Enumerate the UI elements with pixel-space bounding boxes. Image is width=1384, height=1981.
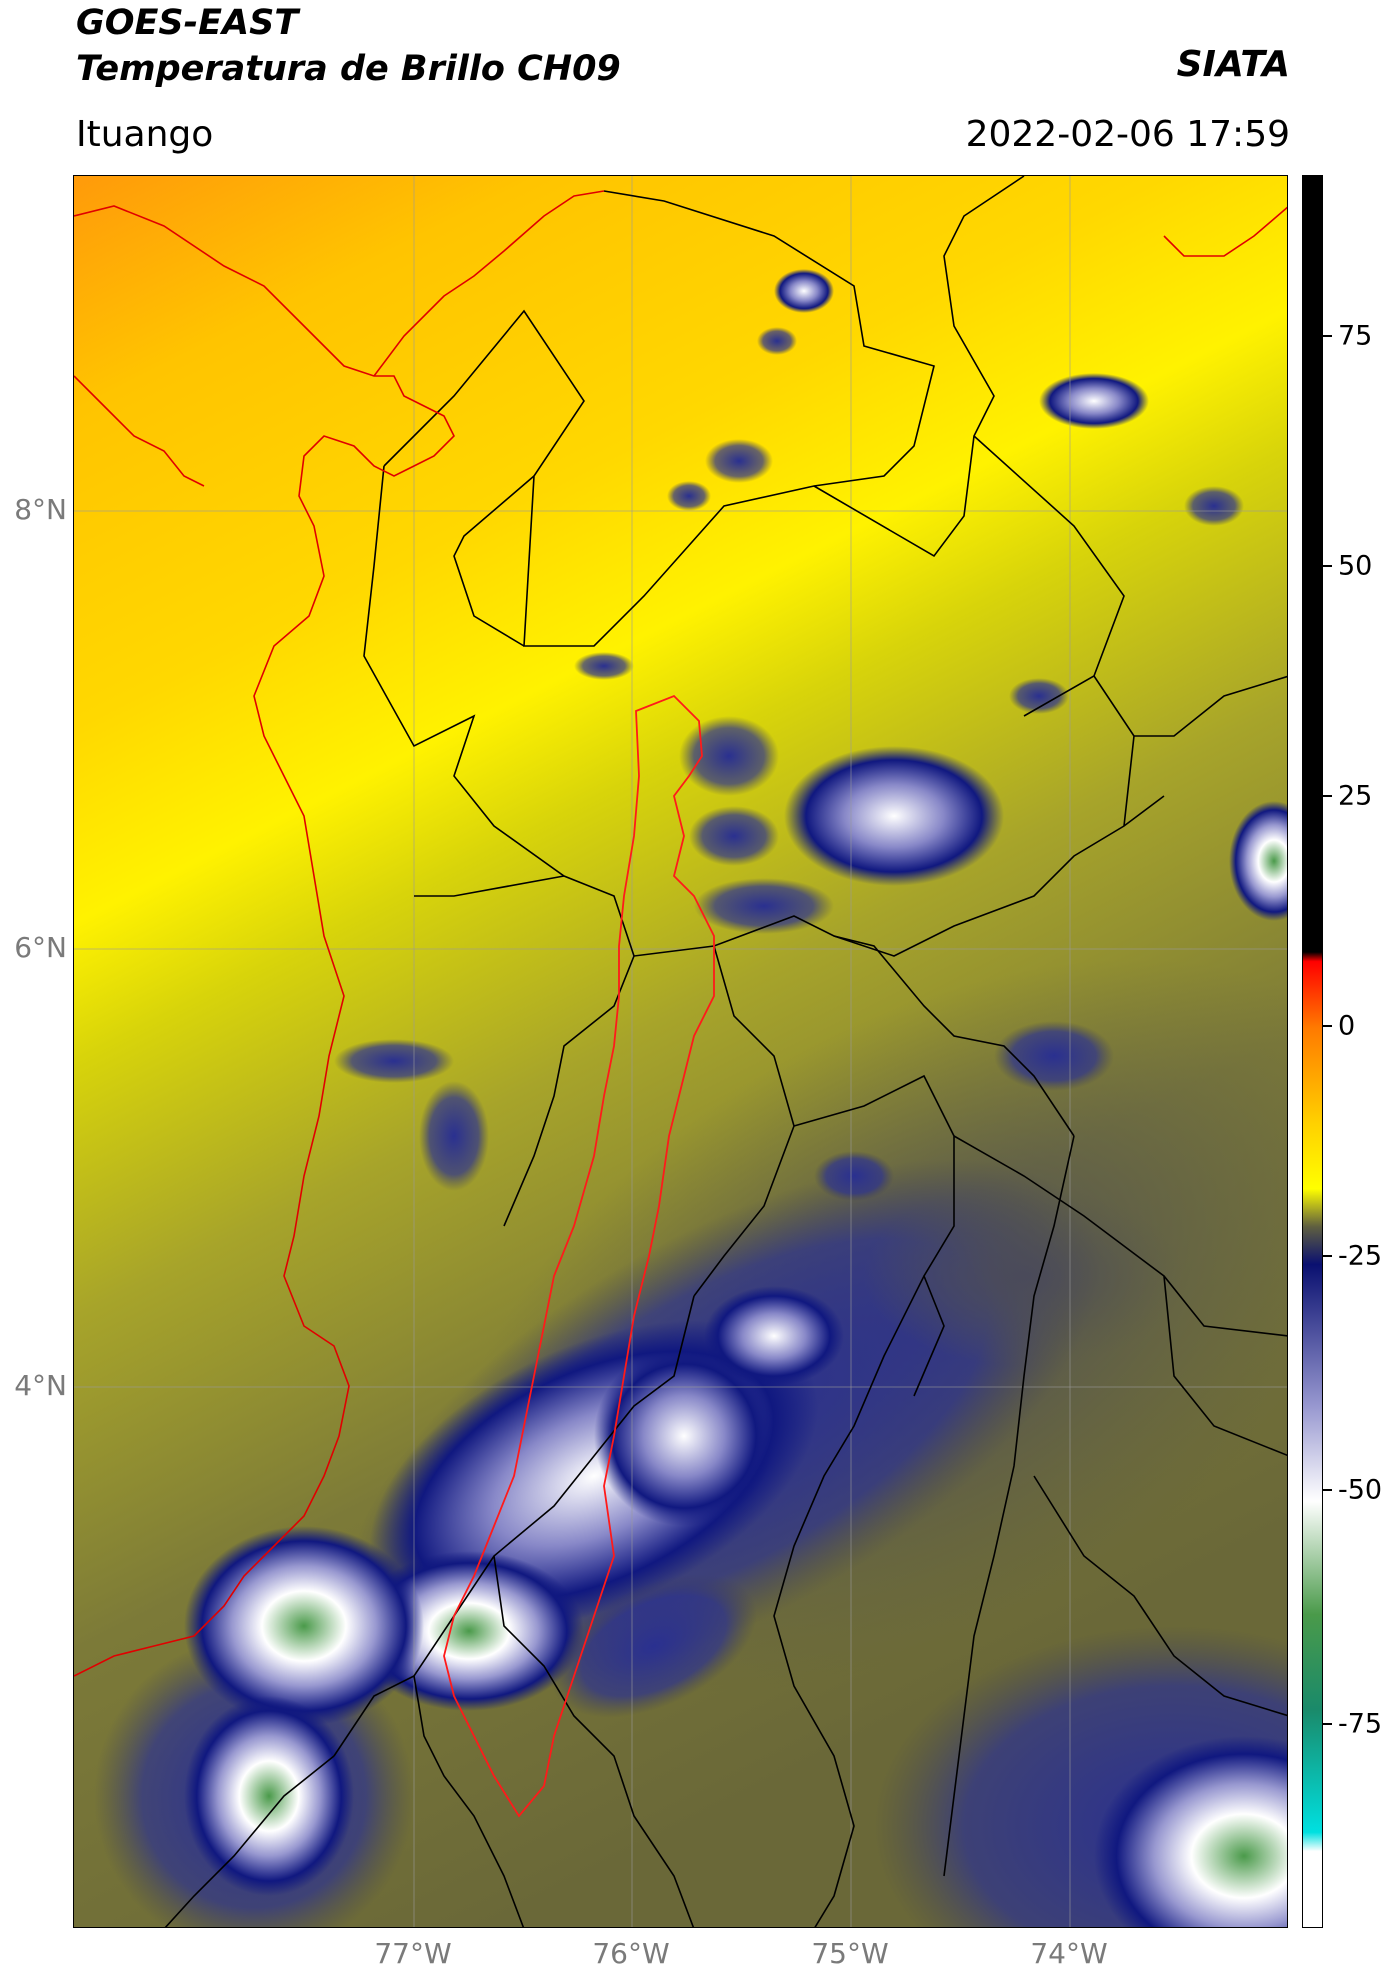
region-outline (443, 694, 715, 1818)
colorbar-tick (1323, 1723, 1332, 1725)
colorbar (1302, 175, 1323, 1928)
timestamp-label: 2022-02-06 17:59 (965, 114, 1290, 155)
lon-label-74w: 74°W (1030, 1937, 1108, 1970)
colorbar-label-50: 50 (1338, 550, 1373, 582)
location-label: Ituango (76, 114, 214, 155)
title-satellite: GOES-EAST (76, 3, 299, 43)
satellite-map[interactable] (73, 175, 1288, 1928)
title-block: GOES-EAST Temperatura de Brillo CH09 (76, 0, 621, 92)
colorbar-label-0: 0 (1338, 1010, 1356, 1042)
lat-label-6n: 6°N (14, 931, 67, 964)
lat-label-4n: 4°N (14, 1369, 67, 1402)
map-canvas (74, 176, 1287, 1927)
lon-label-75w: 75°W (811, 1937, 889, 1970)
colorbar-label-25: 25 (1338, 780, 1373, 812)
admin-borders (164, 176, 1287, 1927)
colorbar-tick (1323, 565, 1332, 567)
lon-label-77w: 77°W (374, 1937, 452, 1970)
colorbar-label-75: 75 (1338, 320, 1373, 352)
coastline (74, 205, 455, 1677)
colorbar-label-neg75: -75 (1338, 1708, 1383, 1740)
colorbar-label-neg25: -25 (1338, 1240, 1383, 1272)
colorbar-tick (1323, 795, 1332, 797)
colorbar-tick (1323, 335, 1332, 337)
colorbar-tick (1323, 1255, 1332, 1257)
lat-label-8n: 8°N (14, 493, 67, 526)
colorbar-label-neg50: -50 (1338, 1474, 1383, 1506)
title-product: Temperatura de Brillo CH09 (76, 49, 621, 89)
graticule (74, 176, 1287, 1927)
colorbar-tick (1323, 1489, 1332, 1491)
lon-label-76w: 76°W (592, 1937, 670, 1970)
colorbar-tick (1323, 1025, 1332, 1027)
organization-label: SIATA (1176, 44, 1290, 85)
